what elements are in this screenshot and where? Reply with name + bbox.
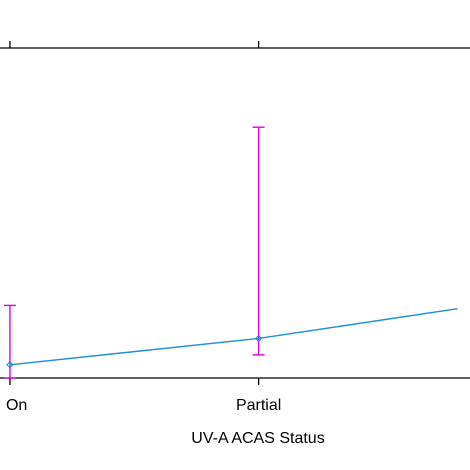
- x-axis-label: UV-A ACAS Status: [191, 430, 324, 447]
- error-bars: [3, 126, 265, 379]
- series-lines: [9, 308, 458, 366]
- x-tick-label: On: [6, 397, 27, 414]
- data-point: [6, 361, 14, 369]
- series-line: [9, 308, 458, 366]
- data-points: [6, 334, 263, 369]
- x-ticks: [9, 41, 260, 385]
- data-point: [254, 334, 263, 343]
- plot-frame: [0, 47, 470, 379]
- x-tick-labels: On Partial: [6, 397, 281, 414]
- x-tick-label: Partial: [236, 397, 281, 414]
